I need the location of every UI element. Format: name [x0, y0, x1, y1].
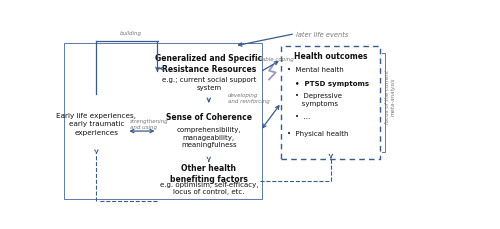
- Text: Generalized and Specific
Resistance Resources: Generalized and Specific Resistance Reso…: [155, 54, 262, 74]
- Text: •  PTSD symptoms: • PTSD symptoms: [295, 81, 369, 87]
- Text: •  Depressive
   symptoms: • Depressive symptoms: [295, 93, 342, 107]
- Text: Early life experiences,
early traumatic
experiences: Early life experiences, early traumatic …: [56, 113, 136, 136]
- Text: building: building: [120, 31, 142, 36]
- Text: strengthening
and using: strengthening and using: [130, 119, 169, 130]
- Text: enable coping: enable coping: [256, 57, 294, 62]
- Bar: [158, 165, 260, 198]
- Bar: [64, 43, 262, 199]
- Text: focus of the current
meta-analysis: focus of the current meta-analysis: [384, 70, 396, 124]
- Text: •  Mental health: • Mental health: [287, 67, 344, 73]
- Bar: [66, 95, 126, 154]
- Bar: [282, 46, 380, 159]
- Bar: [158, 103, 260, 159]
- Text: •  ...: • ...: [295, 114, 310, 120]
- Text: Sense of Coherence: Sense of Coherence: [166, 113, 252, 122]
- Text: •  Physical health: • Physical health: [287, 131, 349, 137]
- Text: developing
and reinforcing: developing and reinforcing: [228, 93, 270, 104]
- Text: Other health
benefiting factors: Other health benefiting factors: [170, 164, 248, 184]
- Bar: [158, 46, 260, 98]
- Text: e.g.; current social support
system: e.g.; current social support system: [162, 77, 256, 91]
- Text: Health outcomes: Health outcomes: [294, 52, 368, 61]
- Text: later life events: later life events: [296, 32, 348, 38]
- Text: e.g. optimisim, self-efficacy,
locus of control, etc.: e.g. optimisim, self-efficacy, locus of …: [160, 182, 258, 195]
- Text: comprehensibility,
manageability,
meaningfulness: comprehensibility, manageability, meanin…: [176, 127, 241, 148]
